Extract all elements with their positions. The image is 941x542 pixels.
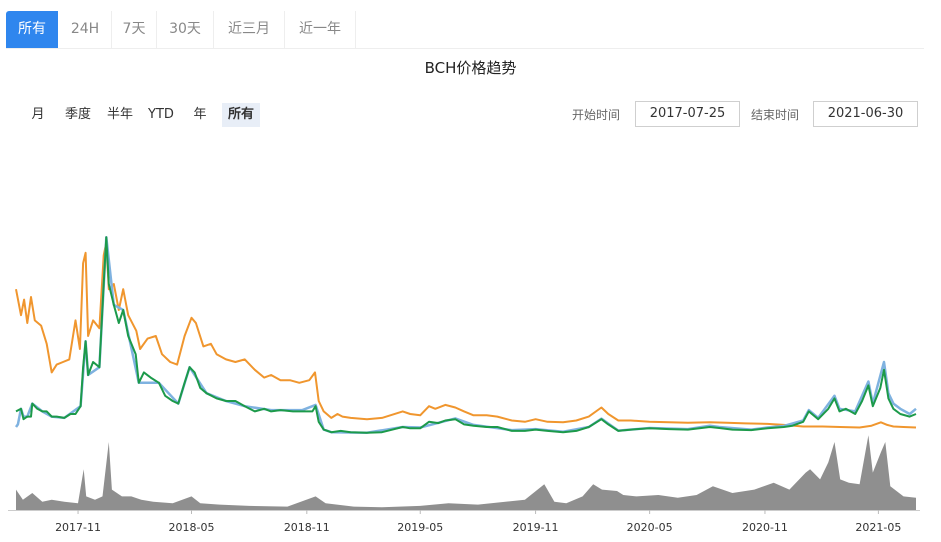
series-line-orange: [15, 241, 917, 429]
range-year-button[interactable]: 年: [193, 107, 207, 122]
x-tick-label: 2018-05: [169, 521, 215, 534]
range-all-button[interactable]: 所有: [222, 103, 260, 127]
tab-7d[interactable]: 7天: [112, 11, 157, 48]
series-line-green: [15, 236, 917, 434]
range-half-year-button[interactable]: 半年: [106, 107, 133, 122]
range-ytd-button[interactable]: YTD: [148, 107, 174, 122]
volume-area: [16, 435, 916, 510]
x-tick-label: 2021-05: [855, 521, 901, 534]
start-date-label: 开始时间: [572, 108, 621, 122]
x-tick-label: 2020-11: [742, 521, 788, 534]
time-range-tabs: 所有 24H 7天 30天 近三月 近一年: [6, 11, 924, 49]
x-tick-label: 2019-11: [513, 521, 559, 534]
tab-1-year[interactable]: 近一年: [285, 11, 356, 48]
x-tick-label: 2017-11: [55, 521, 101, 534]
x-tick-label: 2020-05: [627, 521, 673, 534]
x-tick-label: 2018-11: [284, 521, 330, 534]
range-month-button[interactable]: 月: [31, 107, 45, 122]
tab-all[interactable]: 所有: [6, 11, 58, 48]
series-line-blue: [14, 235, 917, 434]
chart-title: BCH价格趋势: [424, 59, 517, 77]
end-date-input[interactable]: 2021-06-30: [813, 101, 918, 127]
tab-3-months[interactable]: 近三月: [214, 11, 285, 48]
start-date-input[interactable]: 2017-07-25: [635, 101, 740, 127]
tab-30d[interactable]: 30天: [157, 11, 214, 48]
tab-24h[interactable]: 24H: [59, 11, 112, 48]
end-date-label: 结束时间: [751, 108, 800, 122]
x-tick-label: 2019-05: [397, 521, 443, 534]
range-quarter-button[interactable]: 季度: [64, 107, 91, 122]
